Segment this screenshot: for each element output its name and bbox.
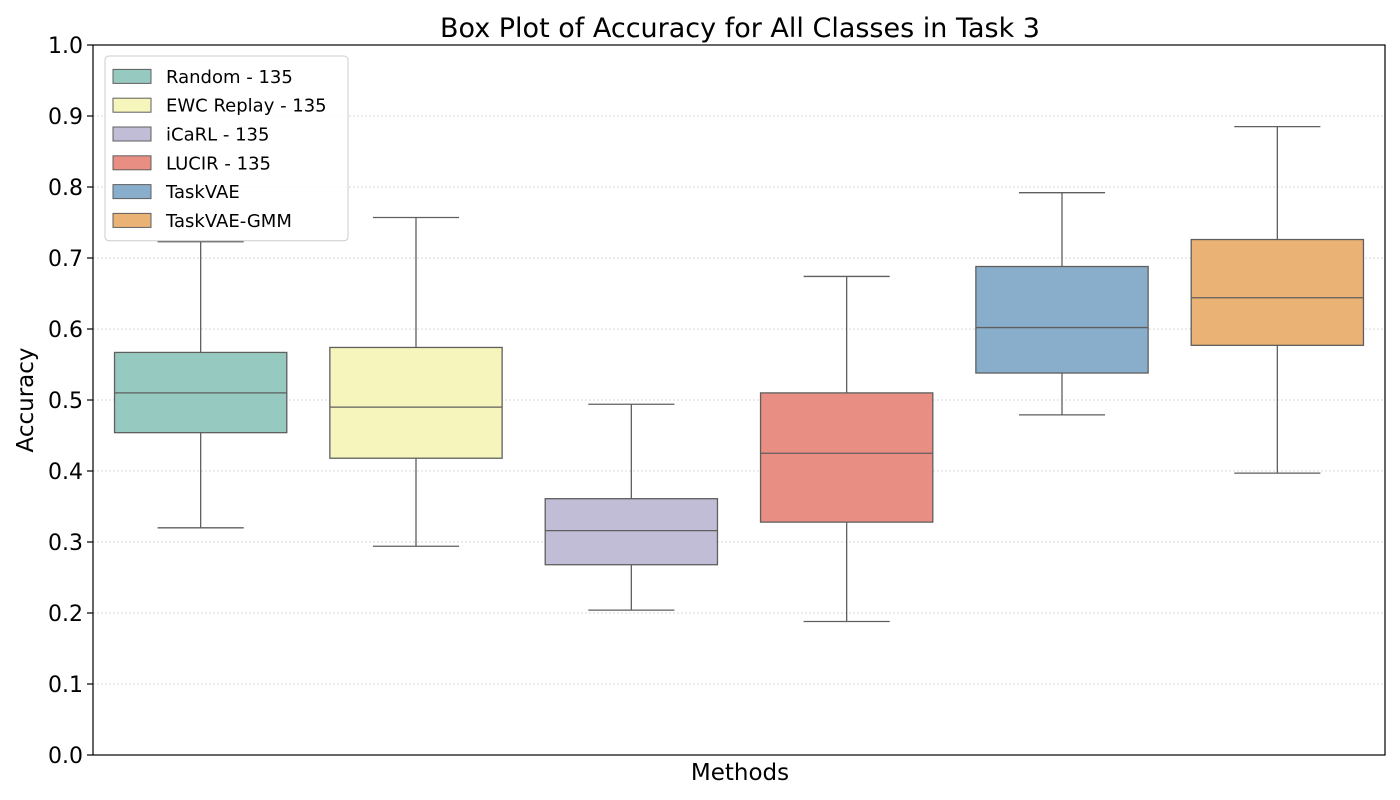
y-axis-label: Accuracy (13, 347, 39, 452)
y-tick-label: 0.5 (48, 389, 83, 414)
box-random-135 (113, 241, 288, 529)
y-tick-label: 0.2 (48, 602, 83, 627)
y-tick-label: 0.3 (48, 531, 83, 556)
legend-swatch (112, 126, 152, 142)
iqr-box (975, 265, 1149, 374)
legend-label: LUCIR - 135 (166, 153, 271, 174)
legend-swatch (112, 212, 152, 228)
legend-swatch (112, 155, 152, 171)
legend-label: Random - 135 (166, 67, 293, 88)
legend-label: TaskVAE (165, 182, 240, 203)
y-axis-ticks: 0.0 0.1 0.2 0.3 0.4 0.5 0.6 0.7 0.8 0.9 1.0 (48, 34, 93, 769)
x-axis-label: Methods (691, 760, 789, 786)
legend-swatch (112, 184, 152, 200)
chart-title: Box Plot of Accuracy for All Classes in … (440, 13, 1040, 44)
y-tick-label: 0.4 (48, 460, 83, 485)
y-tick-label: 0.6 (48, 318, 83, 343)
y-tick-label: 1.0 (48, 34, 83, 59)
y-tick-label: 0.0 (48, 744, 83, 769)
legend-frame (104, 55, 349, 242)
legend-label: TaskVAE-GMM (165, 211, 292, 232)
box-layer (113, 126, 1365, 623)
iqr-box (1190, 238, 1365, 346)
legend: Random - 135 EWC Replay - 135 iCaRL - 135 L… (104, 55, 349, 242)
iqr-box (759, 392, 934, 523)
legend-label: EWC Replay - 135 (166, 96, 327, 117)
y-tick-label: 0.8 (48, 176, 83, 201)
grid-lines (93, 115, 1385, 685)
legend-swatch (112, 68, 152, 84)
iqr-box (544, 498, 719, 566)
y-tick-label: 0.9 (48, 105, 83, 130)
box-ewc-replay-135 (329, 216, 503, 547)
box-taskvae-gmm (1190, 126, 1365, 474)
legend-label: iCaRL - 135 (166, 125, 269, 146)
y-tick-label: 0.1 (48, 673, 83, 698)
y-tick-label: 0.7 (48, 247, 83, 272)
box-taskvae (975, 192, 1149, 416)
box-icarl-135 (544, 403, 719, 611)
legend-swatch (112, 97, 152, 113)
iqr-box (329, 346, 503, 459)
box-lucir-135 (759, 275, 934, 623)
